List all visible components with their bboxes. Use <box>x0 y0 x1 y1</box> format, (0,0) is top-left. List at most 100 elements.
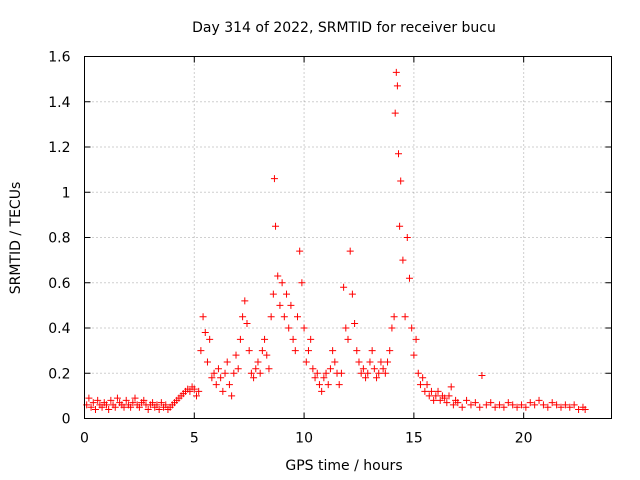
data-point <box>425 392 433 400</box>
data-point <box>208 374 216 382</box>
data-point <box>245 347 253 355</box>
data-point <box>210 369 218 377</box>
x-tick-label: 5 <box>190 431 199 447</box>
data-point <box>318 387 326 395</box>
y-tick-label: 1.4 <box>48 95 70 111</box>
grid-lines <box>84 56 612 419</box>
data-point <box>131 394 139 402</box>
data-point <box>458 403 466 411</box>
data-point <box>359 365 367 373</box>
data-point <box>353 347 361 355</box>
y-tick-label: 0 <box>62 412 71 428</box>
data-point <box>443 399 451 407</box>
data-point <box>228 392 236 400</box>
data-point <box>113 394 121 402</box>
data-point <box>362 374 370 382</box>
data-point <box>548 399 556 407</box>
data-point <box>129 399 137 407</box>
data-point <box>269 290 277 298</box>
y-tick-label: 1.2 <box>48 140 70 156</box>
data-point <box>247 369 255 377</box>
y-tick-label: 0.8 <box>48 231 70 247</box>
data-point <box>447 383 455 391</box>
data-point <box>531 401 539 409</box>
data-point <box>357 369 365 377</box>
y-tick-label: 0.6 <box>48 276 70 292</box>
data-point <box>381 369 389 377</box>
data-point <box>102 401 110 409</box>
data-point <box>214 365 222 373</box>
data-point <box>366 358 374 366</box>
data-point <box>243 319 251 327</box>
data-point <box>107 396 115 404</box>
data-point <box>256 369 264 377</box>
data-point <box>436 396 444 404</box>
data-point <box>285 324 293 332</box>
data-point <box>393 82 401 90</box>
data-point <box>408 324 416 332</box>
data-point <box>234 365 242 373</box>
data-point <box>423 381 431 389</box>
data-point <box>280 313 288 321</box>
data-point <box>315 381 323 389</box>
data-point <box>476 403 484 411</box>
data-point <box>375 369 383 377</box>
data-point <box>390 313 398 321</box>
data-point <box>274 272 282 280</box>
data-point <box>250 374 258 382</box>
data-point <box>482 401 490 409</box>
data-point <box>94 396 102 404</box>
data-point <box>197 347 205 355</box>
y-tick-label: 0.4 <box>48 321 70 337</box>
data-point <box>355 358 363 366</box>
data-point <box>526 399 534 407</box>
data-point <box>252 365 260 373</box>
data-point <box>445 392 453 400</box>
data-point <box>120 403 128 411</box>
data-point <box>421 387 429 395</box>
y-tick-labels: 0 0.2 0.4 0.6 0.8 1 1.2 1.4 1.6 <box>48 50 70 428</box>
data-point <box>434 387 442 395</box>
data-point <box>258 347 266 355</box>
x-tick-label: 0 <box>80 431 89 447</box>
data-point <box>201 329 209 337</box>
data-point <box>557 403 565 411</box>
data-point <box>111 403 119 411</box>
data-point <box>335 381 343 389</box>
data-point <box>230 369 238 377</box>
data-point <box>370 365 378 373</box>
data-point <box>241 297 249 305</box>
data-point <box>561 401 569 409</box>
data-point <box>517 401 525 409</box>
data-point <box>581 405 589 413</box>
data-point <box>416 381 424 389</box>
data-point <box>307 335 315 343</box>
data-point <box>449 401 457 409</box>
data-point <box>399 256 407 264</box>
data-point <box>320 374 328 382</box>
x-axis-title: GPS time / hours <box>285 458 402 474</box>
data-point <box>491 403 499 411</box>
data-point <box>575 405 583 413</box>
data-point <box>212 381 220 389</box>
data-point <box>199 313 207 321</box>
data-point <box>265 365 273 373</box>
data-point <box>206 335 214 343</box>
data-point <box>329 347 337 355</box>
data-point <box>570 401 578 409</box>
data-point <box>153 401 161 409</box>
data-point <box>221 369 229 377</box>
data-point <box>391 109 399 117</box>
data-point <box>364 369 372 377</box>
data-point <box>478 372 486 380</box>
data-point <box>539 401 547 409</box>
data-point <box>135 403 143 411</box>
data-point <box>278 279 286 287</box>
data-point <box>313 369 321 377</box>
data-point <box>373 374 381 382</box>
data-point <box>217 374 225 382</box>
data-point <box>403 234 411 241</box>
data-point <box>405 274 413 282</box>
data-point <box>98 403 106 411</box>
data-point <box>239 313 247 321</box>
